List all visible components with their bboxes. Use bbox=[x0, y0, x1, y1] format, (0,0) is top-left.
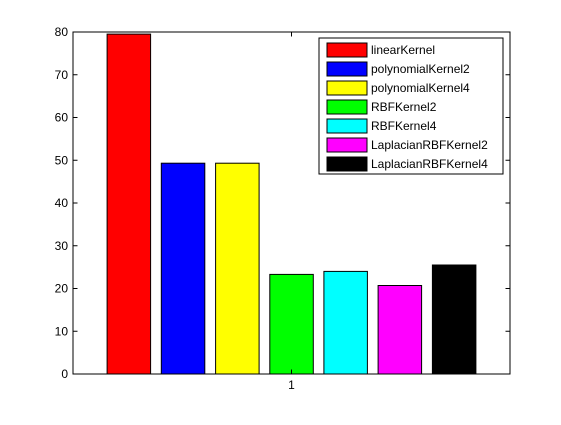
legend-label-polynomialKernel4: polynomialKernel4 bbox=[371, 81, 470, 95]
bar-polynomialKernel4 bbox=[216, 163, 260, 374]
legend-swatch-LaplacianRBFKernel2 bbox=[327, 138, 367, 152]
bar-RBFKernel2 bbox=[270, 274, 314, 374]
legend-swatch-polynomialKernel2 bbox=[327, 62, 367, 76]
bar-polynomialKernel2 bbox=[161, 163, 205, 374]
legend-label-LaplacianRBFKernel4: LaplacianRBFKernel4 bbox=[371, 157, 488, 171]
y-tick-label: 60 bbox=[55, 111, 69, 125]
y-tick-label: 80 bbox=[55, 25, 69, 39]
legend-label-RBFKernel4: RBFKernel4 bbox=[371, 119, 437, 133]
legend-swatch-RBFKernel2 bbox=[327, 100, 367, 114]
bar-LaplacianRBFKernel2 bbox=[378, 286, 422, 375]
legend-label-RBFKernel2: RBFKernel2 bbox=[371, 100, 437, 114]
y-tick-label: 0 bbox=[61, 367, 68, 381]
x-tick-label: 1 bbox=[288, 378, 295, 392]
legend-label-LaplacianRBFKernel2: LaplacianRBFKernel2 bbox=[371, 138, 488, 152]
bar-LaplacianRBFKernel4 bbox=[432, 265, 476, 374]
y-tick-label: 70 bbox=[55, 68, 69, 82]
y-tick-label: 30 bbox=[55, 239, 69, 253]
legend-label-linearKernel: linearKernel bbox=[371, 43, 435, 57]
y-tick-label: 50 bbox=[55, 153, 69, 167]
legend-swatch-polynomialKernel4 bbox=[327, 81, 367, 95]
y-tick-label: 20 bbox=[55, 282, 69, 296]
legend-swatch-linearKernel bbox=[327, 43, 367, 57]
legend-swatch-RBFKernel4 bbox=[327, 119, 367, 133]
legend: linearKernel polynomialKernel2 polynomialK… bbox=[319, 38, 503, 174]
y-tick-label: 40 bbox=[55, 196, 69, 210]
bar-linearKernel bbox=[107, 34, 151, 374]
y-tick-label: 10 bbox=[55, 324, 69, 338]
bar-RBFKernel4 bbox=[324, 271, 368, 374]
legend-swatch-LaplacianRBFKernel4 bbox=[327, 157, 367, 171]
legend-label-polynomialKernel2: polynomialKernel2 bbox=[371, 62, 470, 76]
